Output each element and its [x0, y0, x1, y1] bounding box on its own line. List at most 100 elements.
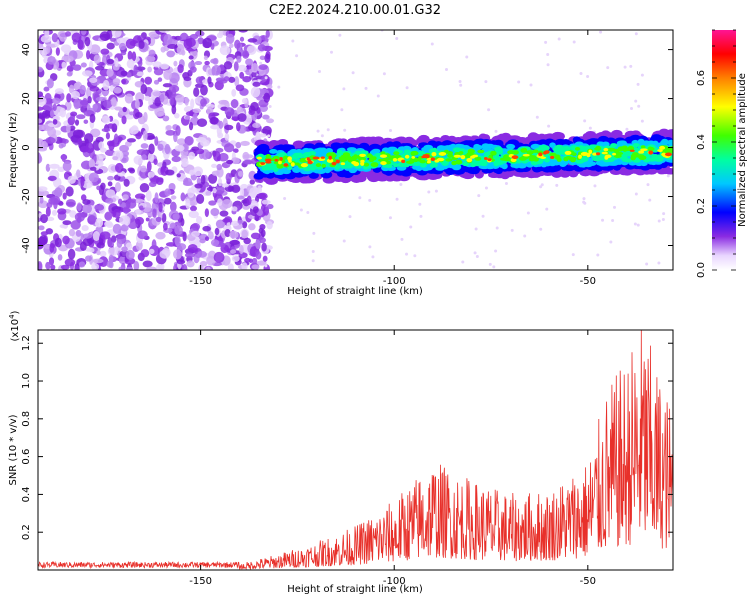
noise-blob — [81, 70, 93, 77]
sparse-noise-blob — [444, 67, 448, 71]
noise-blob — [142, 260, 153, 268]
noise-blob — [212, 57, 219, 65]
signal-blob — [526, 150, 534, 155]
signal-blob — [629, 134, 641, 143]
signal-blob — [269, 149, 278, 154]
signal-blob — [283, 163, 289, 167]
noise-blob — [120, 224, 129, 232]
noise-blob — [233, 61, 239, 72]
signal-blob — [595, 160, 604, 166]
signal-blob — [659, 166, 671, 175]
noise-blob — [111, 30, 122, 38]
signal-blob — [579, 169, 592, 177]
noise-blob — [258, 64, 268, 71]
noise-blob — [241, 221, 248, 229]
noise-blob — [115, 162, 124, 173]
noise-blob — [223, 76, 230, 82]
signal-blob — [274, 158, 279, 162]
sparse-noise-blob — [504, 182, 508, 186]
noise-blob — [162, 115, 170, 122]
noise-blob — [122, 206, 130, 214]
noise-blob — [230, 157, 240, 165]
noise-blob — [89, 113, 96, 123]
snr-panel: -150 -100 -50 0.20.40.60.81.01.2 Height of… — [8, 310, 674, 595]
sparse-noise-blob — [547, 124, 551, 128]
sparse-noise-blob — [364, 86, 368, 90]
signal-blob — [405, 160, 415, 164]
sparse-noise-blob — [311, 249, 315, 253]
signal-blob — [401, 159, 406, 164]
signal-blob — [585, 138, 597, 146]
noise-blob — [48, 163, 60, 169]
noise-blob — [133, 64, 138, 76]
noise-blob — [122, 106, 127, 113]
sparse-noise-blob — [588, 126, 592, 130]
noise-blob — [62, 138, 69, 144]
signal-blob — [606, 156, 616, 162]
noise-blob — [189, 200, 196, 207]
noise-blob — [102, 99, 113, 109]
noise-blob — [185, 198, 191, 209]
sparse-noise-blob — [342, 87, 346, 91]
noise-blob — [81, 225, 89, 232]
signal-blob — [440, 145, 451, 151]
noise-blob — [40, 35, 52, 43]
noise-blob — [114, 57, 119, 67]
signal-blob — [360, 161, 365, 166]
noise-blob — [167, 43, 178, 50]
signal-blob — [410, 150, 419, 156]
signal-blob — [601, 151, 609, 155]
noise-blob — [211, 163, 218, 169]
noise-blob — [176, 43, 185, 55]
signal-blob — [511, 155, 519, 160]
noise-blob — [91, 263, 100, 270]
signal-blob — [447, 153, 454, 158]
signal-blob — [507, 145, 514, 150]
noise-blob — [48, 257, 55, 266]
signal-blob — [379, 154, 388, 158]
noise-blob — [155, 216, 162, 223]
noise-blob — [114, 106, 123, 111]
signal-blob — [416, 157, 422, 162]
snr-y-tick-label: 0.6 — [21, 449, 32, 465]
signal-blob — [554, 154, 561, 160]
signal-blob — [442, 140, 452, 147]
noise-blob — [195, 215, 203, 225]
signal-blob — [565, 155, 573, 160]
noise-blob — [205, 191, 212, 196]
signal-blob — [521, 147, 528, 153]
noise-blob — [159, 93, 165, 103]
noise-blob — [110, 97, 117, 107]
noise-blob — [243, 237, 251, 245]
noise-blob — [80, 175, 85, 187]
signal-blob — [260, 162, 266, 165]
noise-blob — [222, 218, 231, 223]
noise-blob — [135, 132, 142, 140]
noise-blob — [65, 199, 76, 208]
sparse-noise-blob — [430, 42, 434, 46]
noise-blob — [221, 183, 230, 188]
noise-blob — [183, 76, 192, 82]
noise-blob — [153, 158, 158, 165]
noise-blob — [49, 242, 55, 253]
noise-blob — [114, 182, 121, 193]
signal-blob — [638, 150, 645, 154]
noise-blob — [148, 143, 155, 155]
noise-blob — [46, 202, 53, 208]
noise-blob — [62, 161, 72, 172]
sparse-noise-blob — [646, 183, 650, 187]
noise-blob — [218, 99, 229, 105]
noise-blob — [38, 186, 48, 192]
snr-y-tick-label: 1.2 — [21, 335, 32, 351]
noise-blob — [38, 225, 45, 231]
sparse-noise-blob — [634, 99, 638, 103]
noise-blob — [106, 58, 114, 65]
noise-blob — [100, 182, 106, 190]
signal-blob — [474, 156, 482, 161]
noise-blob — [218, 30, 224, 37]
sparse-noise-blob — [295, 54, 299, 58]
noise-blob — [107, 247, 119, 256]
noise-blob — [87, 96, 92, 104]
signal-blob — [455, 159, 463, 165]
noise-blob — [96, 185, 101, 191]
